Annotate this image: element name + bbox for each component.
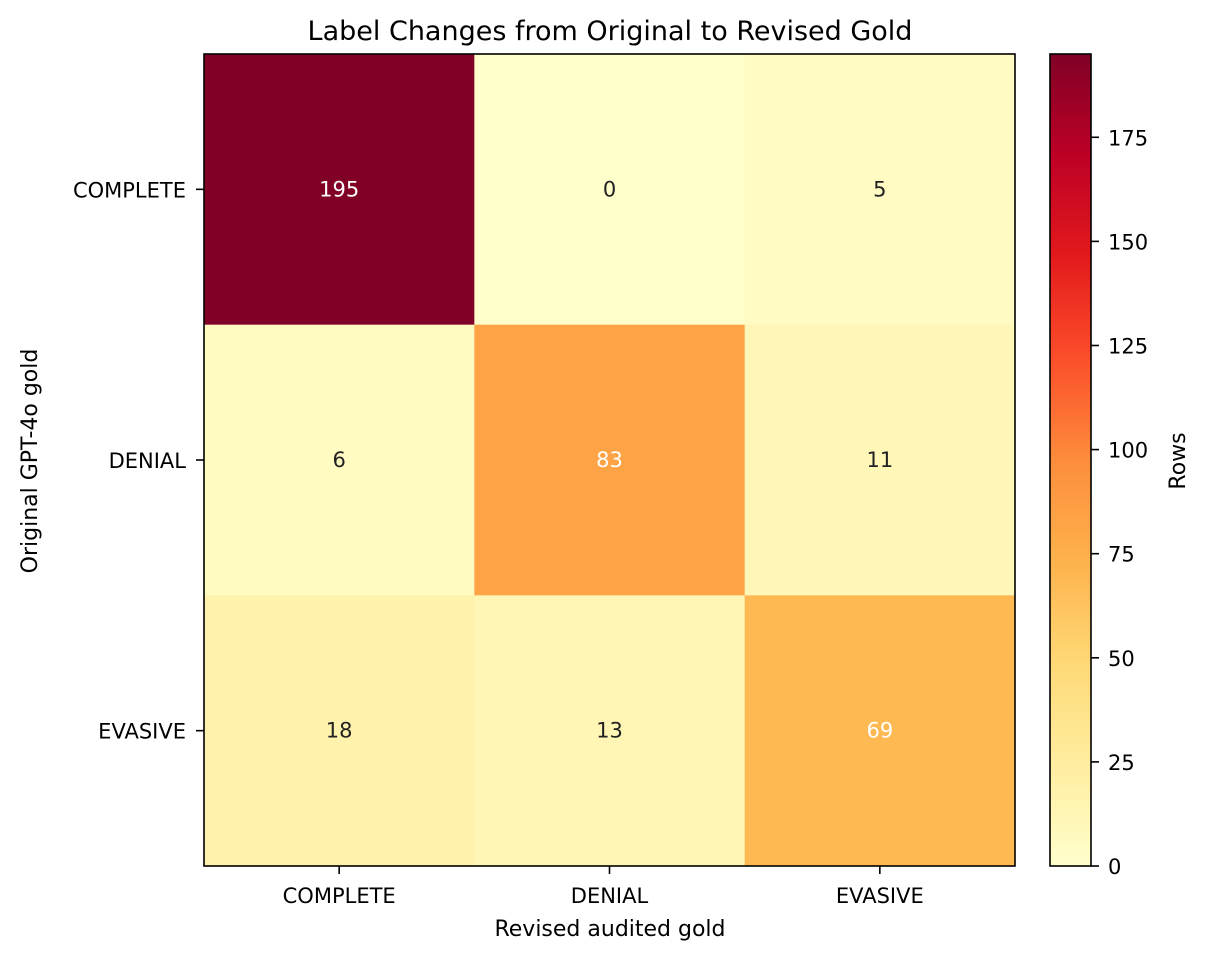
- x-tick-label: DENIAL: [571, 884, 649, 908]
- colorbar-label: Rows: [1166, 432, 1191, 489]
- colorbar-tick-label: 150: [1108, 230, 1148, 254]
- heatmap-cell-value: 0: [603, 177, 616, 201]
- y-tick-label: COMPLETE: [73, 178, 186, 202]
- x-tick-label: COMPLETE: [283, 884, 396, 908]
- x-axis-label: Revised audited gold: [494, 917, 725, 942]
- y-axis-label: Original GPT-4o gold: [18, 349, 43, 574]
- heatmap-cell: [204, 595, 475, 867]
- heatmap-cell-value: 11: [866, 448, 893, 472]
- colorbar-frame: [1049, 53, 1092, 867]
- heatmap-cell: [204, 54, 475, 326]
- heatmap-cell: [474, 324, 746, 596]
- y-axis-ticks: COMPLETE DENIAL EVASIVE: [73, 178, 204, 744]
- heatmap-cell-value: 83: [596, 448, 623, 472]
- heatmap-cell-labels: 195 0 5 6 83 11 18 13 69: [319, 177, 893, 742]
- chart-title: Label Changes from Original to Revised G…: [308, 16, 913, 47]
- heatmap-cells: [204, 54, 1016, 867]
- heatmap-cell: [474, 595, 746, 867]
- heatmap-cell-value: 13: [596, 719, 623, 743]
- colorbar-tick-label: 50: [1108, 647, 1135, 671]
- colorbar-tick-label: 125: [1108, 334, 1148, 358]
- heatmap-cell-value: 6: [332, 448, 345, 472]
- colorbar-tick-label: 0: [1108, 855, 1121, 879]
- colorbar-tick-label: 100: [1108, 439, 1148, 463]
- heatmap-cell-value: 18: [326, 719, 353, 743]
- colorbar-tick-label: 175: [1108, 126, 1148, 150]
- heatmap-cell: [474, 54, 746, 326]
- heatmap-cell-value: 69: [866, 719, 893, 743]
- heatmap-cell: [744, 595, 1016, 867]
- heatmap-cell: [204, 324, 475, 596]
- heatmap-cell: [744, 324, 1016, 596]
- colorbar-ticks: 0 25 50 75 100 125 150 175: [1091, 126, 1148, 879]
- x-axis-ticks: COMPLETE DENIAL EVASIVE: [283, 866, 924, 908]
- heatmap-cell-value: 5: [873, 177, 886, 201]
- heatmap-cell: [744, 54, 1016, 326]
- x-tick-label: EVASIVE: [836, 884, 924, 908]
- colorbar-tick-label: 75: [1108, 543, 1135, 567]
- y-tick-label: DENIAL: [109, 449, 187, 473]
- colorbar-tick-label: 25: [1108, 751, 1135, 775]
- heatmap-cell-value: 195: [319, 177, 359, 201]
- y-tick-label: EVASIVE: [98, 720, 186, 744]
- colorbar: 0 25 50 75 100 125 150 175 Rows: [1049, 53, 1191, 879]
- colorbar-gradient: [1050, 54, 1091, 866]
